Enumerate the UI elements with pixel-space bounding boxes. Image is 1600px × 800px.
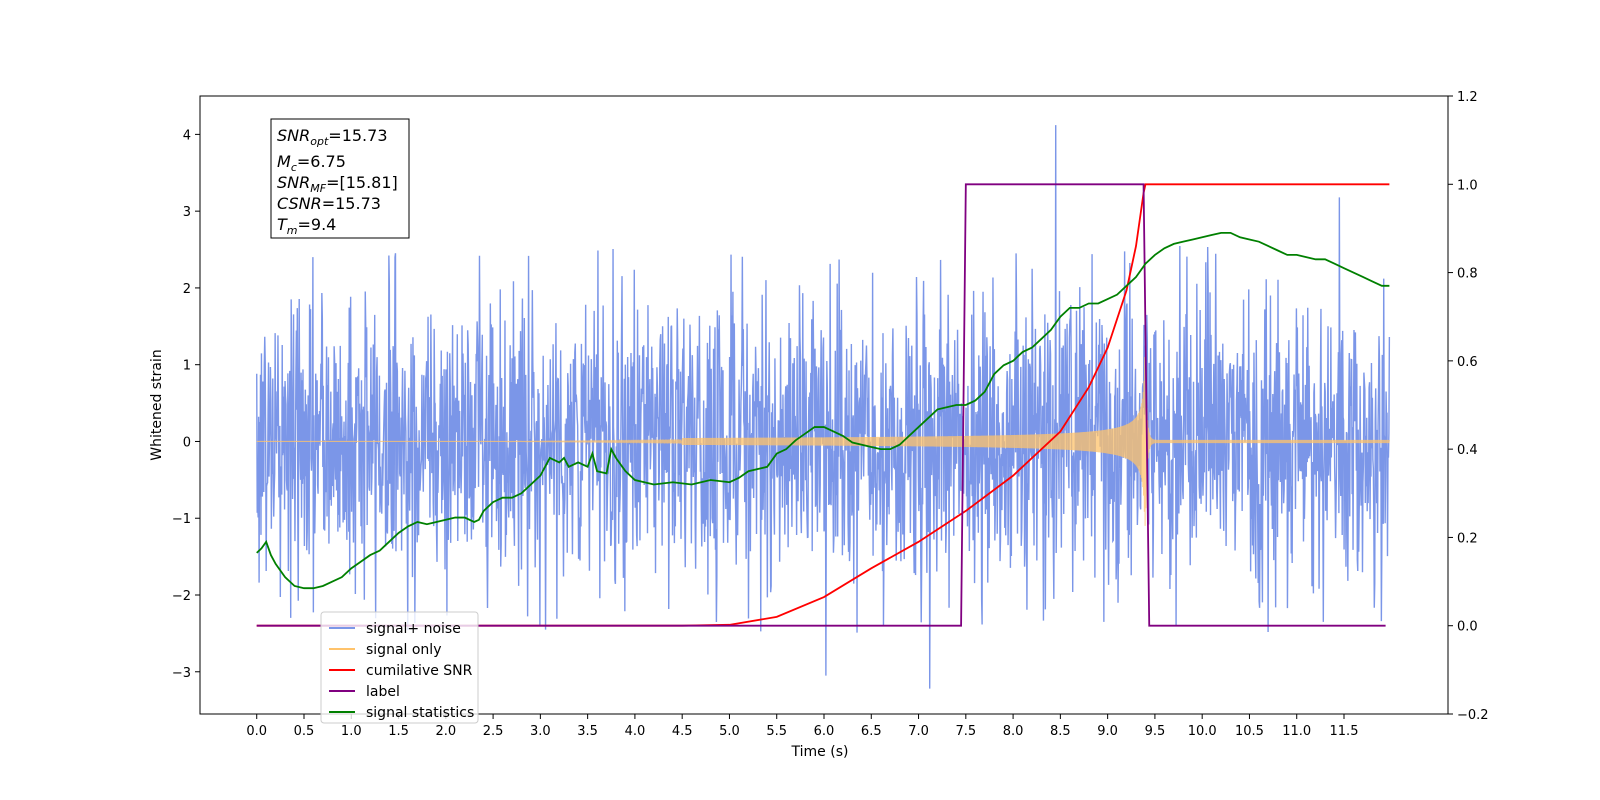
x-tick-label: 4.5 bbox=[672, 724, 693, 739]
y2-tick-label: −0.2 bbox=[1457, 708, 1489, 723]
legend-label: signal statistics bbox=[366, 705, 474, 721]
x-tick-label: 6.5 bbox=[861, 724, 882, 739]
y2-tick-label: 0.8 bbox=[1457, 267, 1478, 282]
annotation-mc: Mc=6.75 bbox=[277, 152, 346, 174]
x-tick-label: 11.5 bbox=[1330, 724, 1359, 739]
x-tick-label: 10.0 bbox=[1188, 724, 1217, 739]
y-axis-ticks: 4 3 2 1 0 −1 −2 −3 bbox=[172, 128, 200, 681]
x-tick-label: 7.5 bbox=[955, 724, 976, 739]
annotation-snr-opt: SNRopt=15.73 bbox=[277, 126, 388, 148]
x-tick-label: 9.0 bbox=[1097, 724, 1118, 739]
annotation-csnr: CSNR=15.73 bbox=[277, 194, 381, 213]
y-axis-title: Whitened strain bbox=[149, 349, 165, 460]
legend-label: cumilative SNR bbox=[366, 663, 473, 679]
x-axis-ticks: 0.0 0.5 1.0 1.5 2.0 2.5 3.0 3.5 4.0 4.5 5.0 5.5 6.0 6… bbox=[246, 714, 1358, 739]
x-tick-label: 3.5 bbox=[577, 724, 598, 739]
x-tick-label: 4.0 bbox=[625, 724, 646, 739]
x-tick-label: 9.5 bbox=[1145, 724, 1166, 739]
x-tick-label: 0.5 bbox=[294, 724, 315, 739]
plot-area bbox=[256, 125, 1391, 689]
x-axis-title: Time (s) bbox=[791, 744, 849, 760]
y-tick-label: 2 bbox=[183, 282, 191, 297]
x-tick-label: 8.0 bbox=[1003, 724, 1024, 739]
annotation-snr-mf: SNRMF=[15.81] bbox=[277, 173, 398, 195]
y-tick-label: 3 bbox=[183, 205, 191, 220]
y-tick-label: −1 bbox=[172, 512, 191, 527]
y2-tick-label: 0.6 bbox=[1457, 355, 1478, 370]
annotation-box: SNRopt=15.73 Mc=6.75 SNRMF=[15.81] CSNR=… bbox=[270, 118, 410, 239]
legend-label: signal+ noise bbox=[366, 621, 461, 637]
legend-entries: signal+ noise signal only cumilative SNR la… bbox=[329, 621, 474, 721]
x-tick-label: 8.5 bbox=[1050, 724, 1071, 739]
y2-tick-label: 0.0 bbox=[1457, 620, 1478, 635]
y-tick-label: 4 bbox=[183, 128, 191, 143]
legend-frame bbox=[320, 611, 479, 724]
annotation-tm: Tm=9.4 bbox=[277, 215, 336, 237]
y2-tick-label: 1.2 bbox=[1457, 90, 1478, 105]
legend: signal+ noise signal only cumilative SNR la… bbox=[320, 611, 479, 724]
x-tick-label: 6.0 bbox=[814, 724, 835, 739]
x-tick-label: 2.0 bbox=[435, 724, 456, 739]
x-tick-label: 5.0 bbox=[719, 724, 740, 739]
series-layer bbox=[256, 125, 1391, 689]
series-signal-noise-line bbox=[256, 125, 1391, 689]
series-signal-only-line bbox=[256, 357, 1390, 526]
x-tick-label: 1.0 bbox=[341, 724, 362, 739]
legend-label: signal only bbox=[366, 642, 441, 658]
y-tick-label: −3 bbox=[172, 666, 191, 681]
series-label-line bbox=[256, 183, 1386, 627]
y2-tick-label: 1.0 bbox=[1457, 178, 1478, 193]
y2-tick-label: 0.2 bbox=[1457, 531, 1478, 546]
y-tick-label: 0 bbox=[183, 435, 191, 450]
x-tick-label: 7.0 bbox=[908, 724, 929, 739]
x-tick-label: 2.5 bbox=[483, 724, 504, 739]
y2-axis-ticks: 1.2 1.0 0.8 0.6 0.4 0.2 0.0 −0.2 bbox=[1448, 90, 1489, 723]
x-tick-label: 1.5 bbox=[388, 724, 409, 739]
x-tick-label: 10.5 bbox=[1235, 724, 1264, 739]
series-signal-statistics-line bbox=[256, 231, 1390, 590]
legend-label: label bbox=[366, 684, 400, 700]
y2-tick-label: 0.4 bbox=[1457, 443, 1478, 458]
y-tick-label: −2 bbox=[172, 589, 191, 604]
series-cumulative-snr-line bbox=[256, 183, 1390, 627]
x-tick-label: 5.5 bbox=[766, 724, 787, 739]
annotation-frame bbox=[270, 118, 410, 239]
x-tick-label: 0.0 bbox=[246, 724, 267, 739]
y-tick-label: 1 bbox=[183, 359, 191, 374]
x-tick-label: 11.0 bbox=[1282, 724, 1311, 739]
x-tick-label: 3.0 bbox=[530, 724, 551, 739]
